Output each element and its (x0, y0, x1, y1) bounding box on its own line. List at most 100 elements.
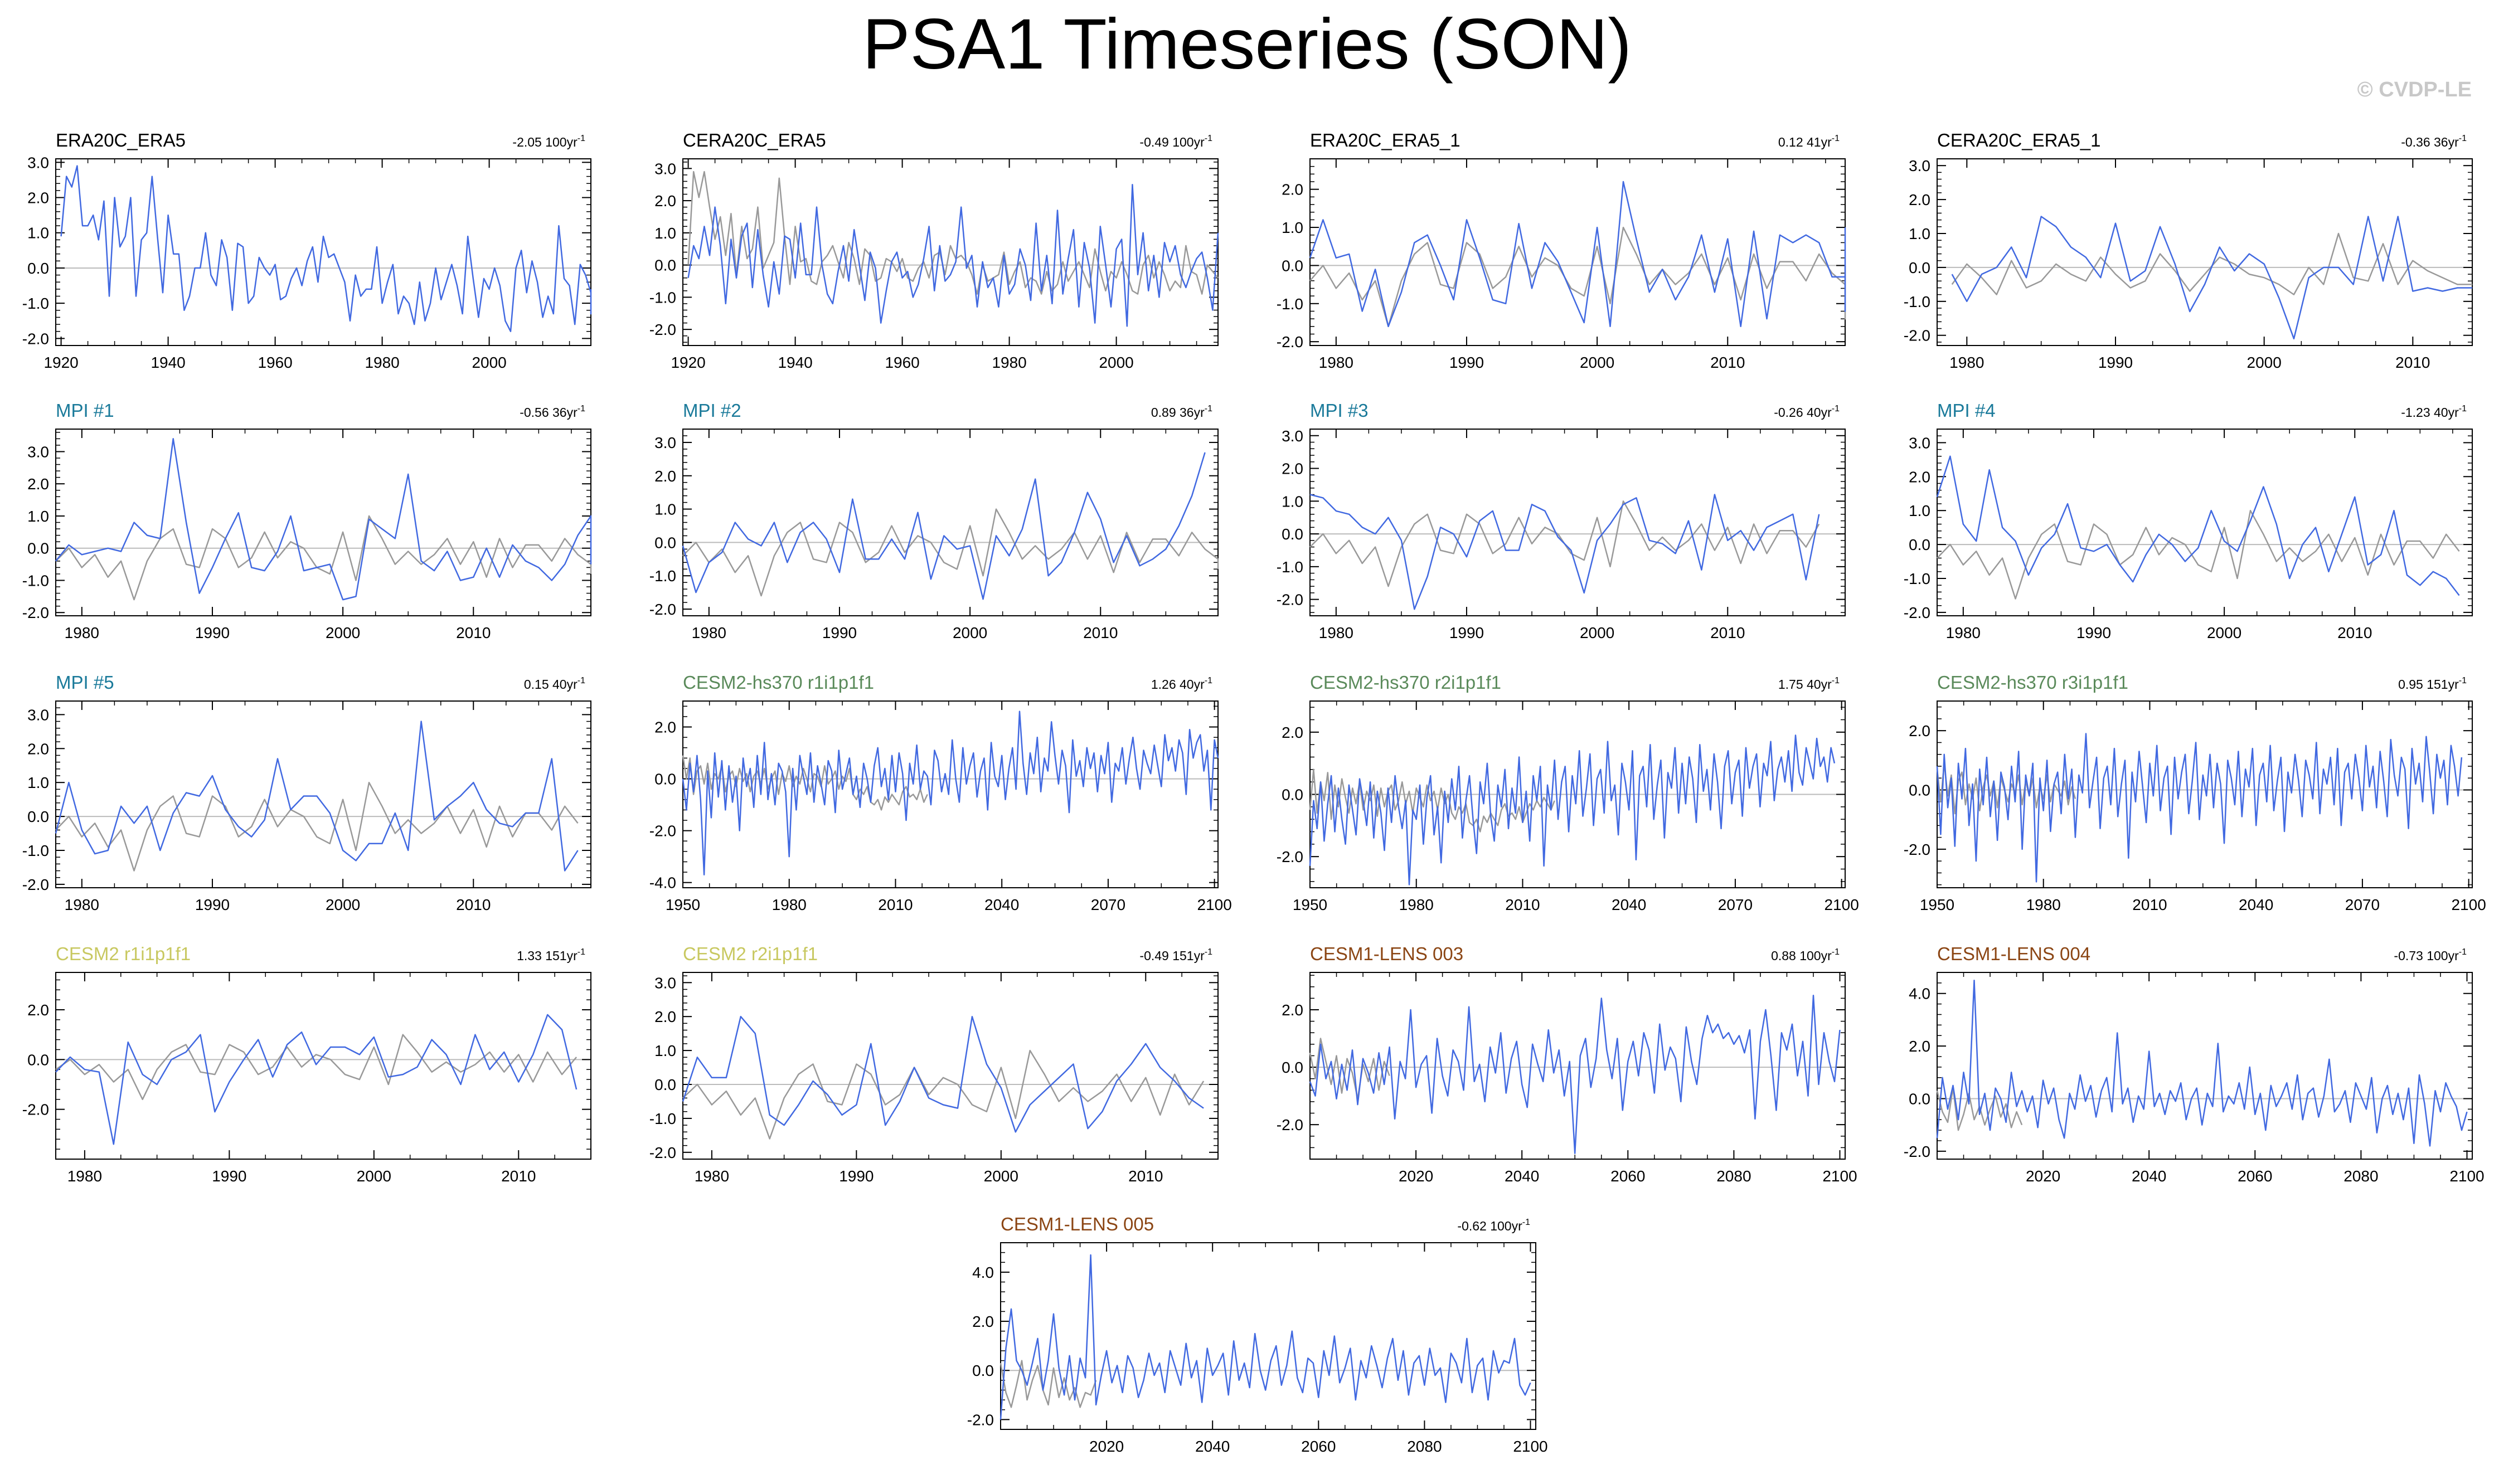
plot-frame (682, 972, 1219, 1160)
plot-frame (1937, 972, 2473, 1160)
y-tick-label: 3.0 (1909, 157, 1930, 174)
y-tick-label: 3.0 (1282, 427, 1303, 445)
x-tick-label: 1980 (992, 354, 1026, 371)
panel-title: ERA20C_ERA5_1 (1310, 130, 1461, 150)
x-tick-label: 2010 (878, 896, 913, 913)
x-tick-label: 1980 (1949, 354, 1984, 371)
y-tick-label: 0.0 (27, 260, 49, 277)
panel-title: ERA20C_ERA5 (56, 130, 186, 150)
y-tick-label: 0.0 (27, 1051, 49, 1068)
y-tick-label: -1.0 (1277, 558, 1303, 576)
obs-series-line (682, 508, 1219, 597)
x-tick-label: 2000 (984, 1167, 1018, 1185)
trend-label: 0.95 151yr-1 (2398, 676, 2467, 692)
model-series-line (1936, 979, 2468, 1147)
x-tick-label: 1980 (65, 624, 99, 641)
trend-label: 1.75 40yr-1 (1778, 676, 1840, 692)
trend-label: -0.73 100yr-1 (2394, 947, 2467, 963)
trend-label: 0.89 36yr-1 (1151, 404, 1212, 420)
y-tick-label: -2.0 (1904, 1143, 1930, 1160)
y-tick-label: 2.0 (1909, 722, 1930, 739)
y-tick-label: -1.0 (22, 572, 49, 589)
y-tick-label: 1.0 (27, 774, 49, 791)
y-tick-label: -2.0 (649, 823, 676, 840)
y-tick-label: -2.0 (22, 604, 49, 621)
x-tick-label: 1980 (695, 1167, 729, 1185)
model-series-line (1309, 994, 1841, 1154)
x-tick-label: 1990 (1449, 624, 1484, 641)
panel-title: CERA20C_ERA5 (683, 130, 826, 150)
x-tick-label: 2000 (1580, 624, 1614, 641)
x-tick-label: 2080 (1407, 1438, 1442, 1455)
y-tick-label: 2.0 (1282, 1001, 1303, 1019)
x-tick-label: 1990 (1449, 354, 1484, 371)
y-tick-label: -2.0 (967, 1411, 994, 1428)
chart-panel: CESM2 r1i1p1f1 1.33 151yr-1 -2.0 0.0 2.0 1980… (22, 943, 591, 1185)
model-series-line (1309, 494, 1820, 610)
trend-exponent: -1 (578, 947, 585, 957)
trend-label: -0.56 36yr-1 (520, 404, 585, 420)
x-tick-label: 1940 (778, 354, 812, 371)
x-tick-label: 2060 (1610, 1167, 1645, 1185)
model-series-line (55, 721, 579, 872)
trend-exponent: -1 (578, 134, 585, 143)
x-tick-label: 2100 (1513, 1438, 1547, 1455)
chart-panel: CESM1-LENS 003 0.88 100yr-1 -2.0 0.0 2.0 2020… (1277, 943, 1857, 1185)
plot-frame (1000, 1242, 1536, 1430)
credit-watermark: © CVDP-LE (2357, 78, 2472, 101)
model-series-line (1309, 734, 1836, 885)
model-series-line (682, 452, 1206, 600)
y-tick-label: -4.0 (649, 874, 676, 892)
chart-panel: CESM1-LENS 004 -0.73 100yr-1 -2.0 0.0 2.0 4.0… (1904, 943, 2485, 1185)
y-tick-label: -2.0 (1904, 841, 1930, 858)
x-tick-label: 1990 (195, 624, 230, 641)
panel-title: MPI #5 (56, 672, 114, 693)
chart-panel: CESM1-LENS 005 -0.62 100yr-1 -2.0 0.0 2.0 4.0… (967, 1214, 1548, 1455)
x-tick-label: 2040 (1505, 1167, 1539, 1185)
chart-panel: CESM2-hs370 r1i1p1f1 1.26 40yr-1 -4.0 -2.0 0… (649, 672, 1232, 913)
y-tick-label: 3.0 (654, 160, 676, 177)
x-tick-label: 2070 (1091, 896, 1125, 913)
x-tick-label: 1960 (258, 354, 292, 371)
panel-title: MPI #4 (1937, 400, 1996, 421)
plot-frame (1309, 429, 1846, 616)
trend-exponent: -1 (578, 676, 585, 685)
trend-label: 1.26 40yr-1 (1151, 676, 1212, 692)
trend-exponent: -1 (1832, 947, 1840, 957)
obs-series-line (999, 1360, 1097, 1408)
y-tick-label: 2.0 (27, 189, 49, 207)
plot-frame (1937, 700, 2473, 888)
x-tick-label: 2010 (1083, 624, 1118, 641)
x-tick-label: 1950 (666, 896, 700, 913)
x-tick-label: 2080 (1716, 1167, 1751, 1185)
x-tick-label: 2040 (2132, 1167, 2166, 1185)
y-tick-label: 1.0 (27, 225, 49, 242)
y-tick-label: 0.0 (654, 257, 676, 274)
page-title: PSA1 Timeseries (SON) (862, 4, 1632, 84)
y-tick-label: 2.0 (1282, 460, 1303, 478)
trend-exponent: -1 (2459, 676, 2467, 685)
x-tick-label: 2010 (1710, 624, 1745, 641)
trend-label: 0.15 40yr-1 (524, 676, 585, 692)
y-tick-label: -2.0 (22, 1101, 49, 1118)
chart-panel: CERA20C_ERA5 -0.49 100yr-1 -2.0 -1.0 0.0 1.0 2… (649, 130, 1219, 371)
x-tick-label: 1990 (839, 1167, 874, 1185)
y-tick-label: -2.0 (1277, 591, 1303, 609)
trend-exponent: -1 (2459, 404, 2467, 413)
y-tick-label: 1.0 (27, 508, 49, 525)
x-tick-label: 2010 (1128, 1167, 1163, 1185)
panel-title: CESM2-hs370 r1i1p1f1 (683, 672, 874, 693)
chart-panel: ERA20C_ERA5 -2.05 100yr-1 -2.0 -1.0 0.0 1.0 2.… (22, 130, 592, 371)
x-tick-label: 1990 (2098, 354, 2133, 371)
trend-label: 1.33 151yr-1 (517, 947, 585, 963)
x-tick-label: 2010 (456, 896, 491, 913)
x-tick-label: 2010 (456, 624, 491, 641)
trend-label: 0.88 100yr-1 (1771, 947, 1840, 963)
x-tick-label: 2000 (1099, 354, 1133, 371)
y-tick-label: 3.0 (654, 974, 676, 991)
plot-frame (55, 158, 591, 346)
x-tick-label: 1950 (1293, 896, 1327, 913)
x-tick-label: 1990 (212, 1167, 246, 1185)
model-series-line (687, 183, 1219, 327)
x-tick-label: 2010 (501, 1167, 536, 1185)
